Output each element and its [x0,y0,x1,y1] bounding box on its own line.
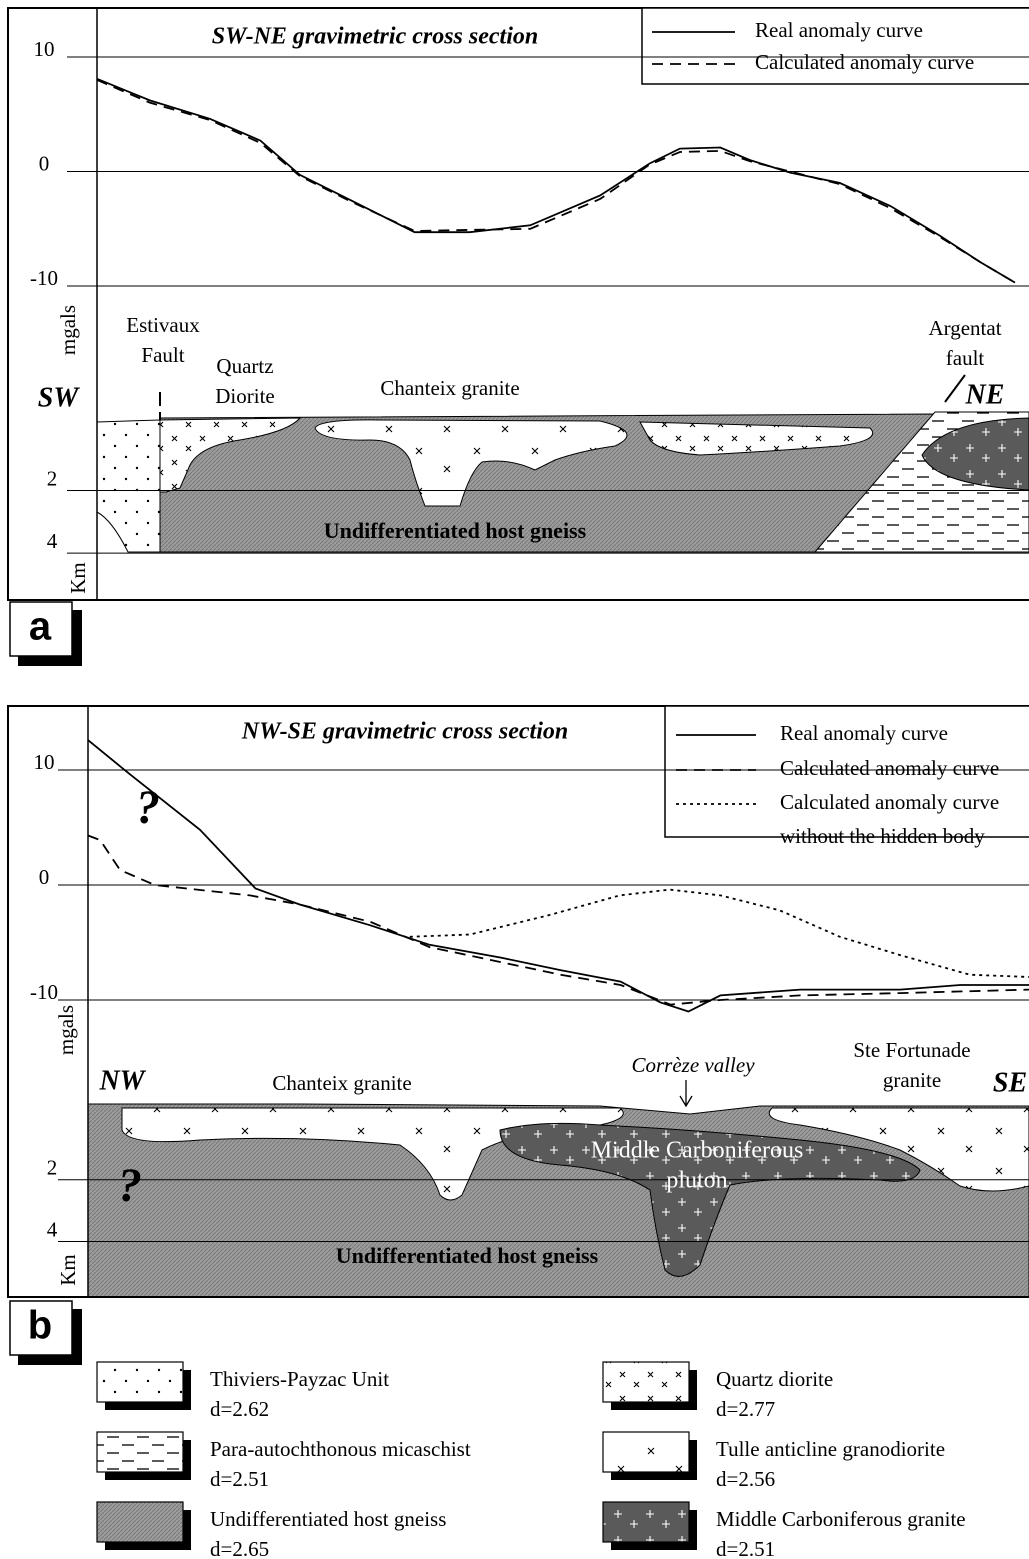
annotation: Corrèze valley [631,1053,755,1077]
depth-axis-label: Km [56,1254,80,1286]
depth-tick-label: 4 [47,529,58,553]
annotation: Undifferentiated host gneiss [324,518,587,543]
y-axis-label: mgals [56,305,80,355]
annotation: Diorite [215,384,274,408]
depth-axis-label: Km [66,562,90,594]
legend-label: Calculated anomaly curve without the hid… [780,785,1025,853]
annotation: fault [946,346,985,370]
y-tick-label: 10 [34,37,55,61]
y-tick-label: -10 [30,980,58,1004]
annotation: Fault [141,343,184,367]
annotation: pluton [666,1168,727,1194]
legend-label: Real anomaly curve [780,716,1025,750]
legend-unit-density: d=2.62 [210,1397,269,1421]
annotation: NE [965,379,1005,410]
annotation: ? [118,1159,142,1212]
panel-label: a [29,605,52,649]
annotation: Quartz [216,354,273,378]
legend-swatch [97,1362,183,1402]
annotation: granite [883,1068,941,1092]
y-tick-label: -10 [30,266,58,290]
anomaly-curve [410,890,1029,977]
annotation: Chanteix granite [272,1071,411,1095]
legend-unit-density: d=2.56 [716,1467,775,1491]
annotation: Undifferentiated host gneiss [336,1243,599,1268]
y-tick-label: 10 [34,750,55,774]
legend-swatch [603,1362,689,1402]
y-axis-label: mgals [54,1005,78,1055]
depth-tick-label: 2 [47,466,58,490]
annotation: Argentat [928,316,1001,340]
legend-unit-name: Tulle anticline granodiorite [716,1437,945,1461]
depth-tick-label: 2 [47,1156,58,1180]
legend-swatch [97,1502,183,1542]
legend-unit-density: d=2.51 [210,1467,269,1491]
legend-unit-density: d=2.77 [716,1397,775,1421]
legend-unit-density: d=2.51 [716,1537,775,1559]
legend-unit-name: Undifferentiated host gneiss [210,1507,446,1531]
legend-label: Real anomaly curve [755,13,1025,47]
annotation: Ste Fortunade [853,1038,970,1062]
y-tick-label: 0 [39,865,50,889]
legend-unit-name: Quartz diorite [716,1367,833,1391]
legend-unit-name: Middle Carboniferous granite [716,1507,966,1531]
legend-swatch [97,1432,183,1472]
legend-label: Calculated anomaly curve [755,45,1025,79]
annotation: Middle Carboniferous [591,1138,804,1164]
panel-label: b [28,1304,52,1348]
legend-label-box: Calculated anomaly curve [755,45,1029,125]
annotation: Estivaux [126,313,200,337]
legend-unit-density: d=2.65 [210,1537,269,1559]
chart-title: SW-NE gravimetric cross section [212,24,538,50]
figure: 10 0 -10 2 4 mgals Km SW-NE gravimetric cross s… [0,0,1029,1559]
annotation: SW [38,382,81,413]
legend-swatch [603,1432,689,1472]
y-tick-label: 0 [39,151,50,175]
legend-swatch [603,1502,689,1542]
legend-label-box: Calculated anomaly curve without the hid… [780,785,1029,865]
legend-unit-name: Para-autochthonous micaschist [210,1437,471,1461]
legend-label: Calculated anomaly curve [780,751,1025,785]
annotation: NW [98,1065,146,1096]
annotation: Chanteix granite [380,376,519,400]
annotation: SE [993,1067,1027,1098]
legend-unit-name: Thiviers-Payzac Unit [210,1367,389,1391]
annotation: ? [136,781,160,834]
depth-tick-label: 4 [47,1217,58,1241]
chart-title: NW-SE gravimetric cross section [241,719,568,745]
